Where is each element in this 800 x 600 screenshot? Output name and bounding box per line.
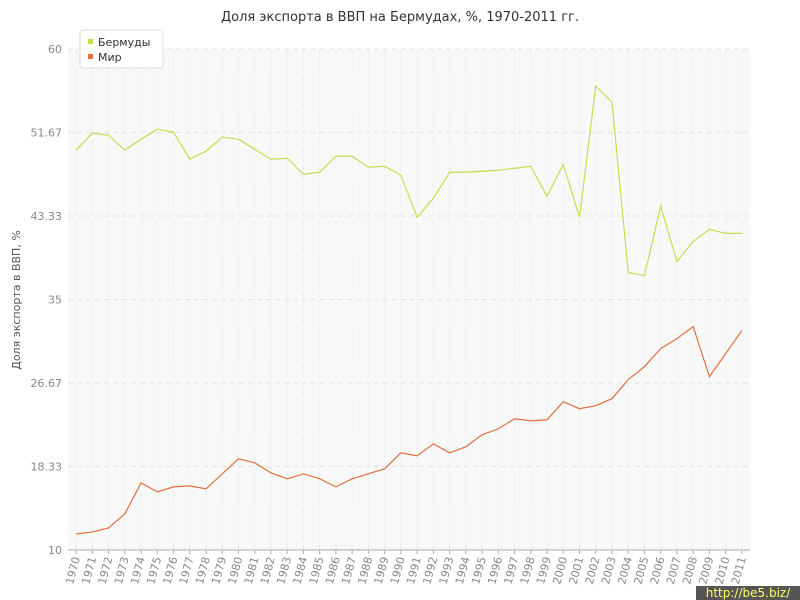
y-tick-label: 10 [48,544,62,557]
y-axis-label: Доля экспорта в ВВП, % [10,230,23,370]
watermark-bg [696,586,800,600]
series-line [75,84,742,277]
chart-title: Доля экспорта в ВВП на Бермудах, %, 1970… [221,10,579,25]
watermark: http://be5.biz/ [706,586,791,600]
legend-box [79,29,164,69]
y-tick-label: 51.67 [31,126,63,139]
y-tick-label: 35 [48,294,62,307]
y-tick-label: 18.33 [31,461,63,474]
y-tick-label: 60 [48,43,62,56]
legend-swatch [88,54,93,59]
series-line [76,325,743,535]
legend-label: Бермуды [98,36,150,49]
y-tick-label: 43.33 [31,210,63,223]
legend-label: Мир [98,51,122,64]
legend-swatch [88,39,93,44]
y-tick-label: 26.67 [31,377,63,390]
